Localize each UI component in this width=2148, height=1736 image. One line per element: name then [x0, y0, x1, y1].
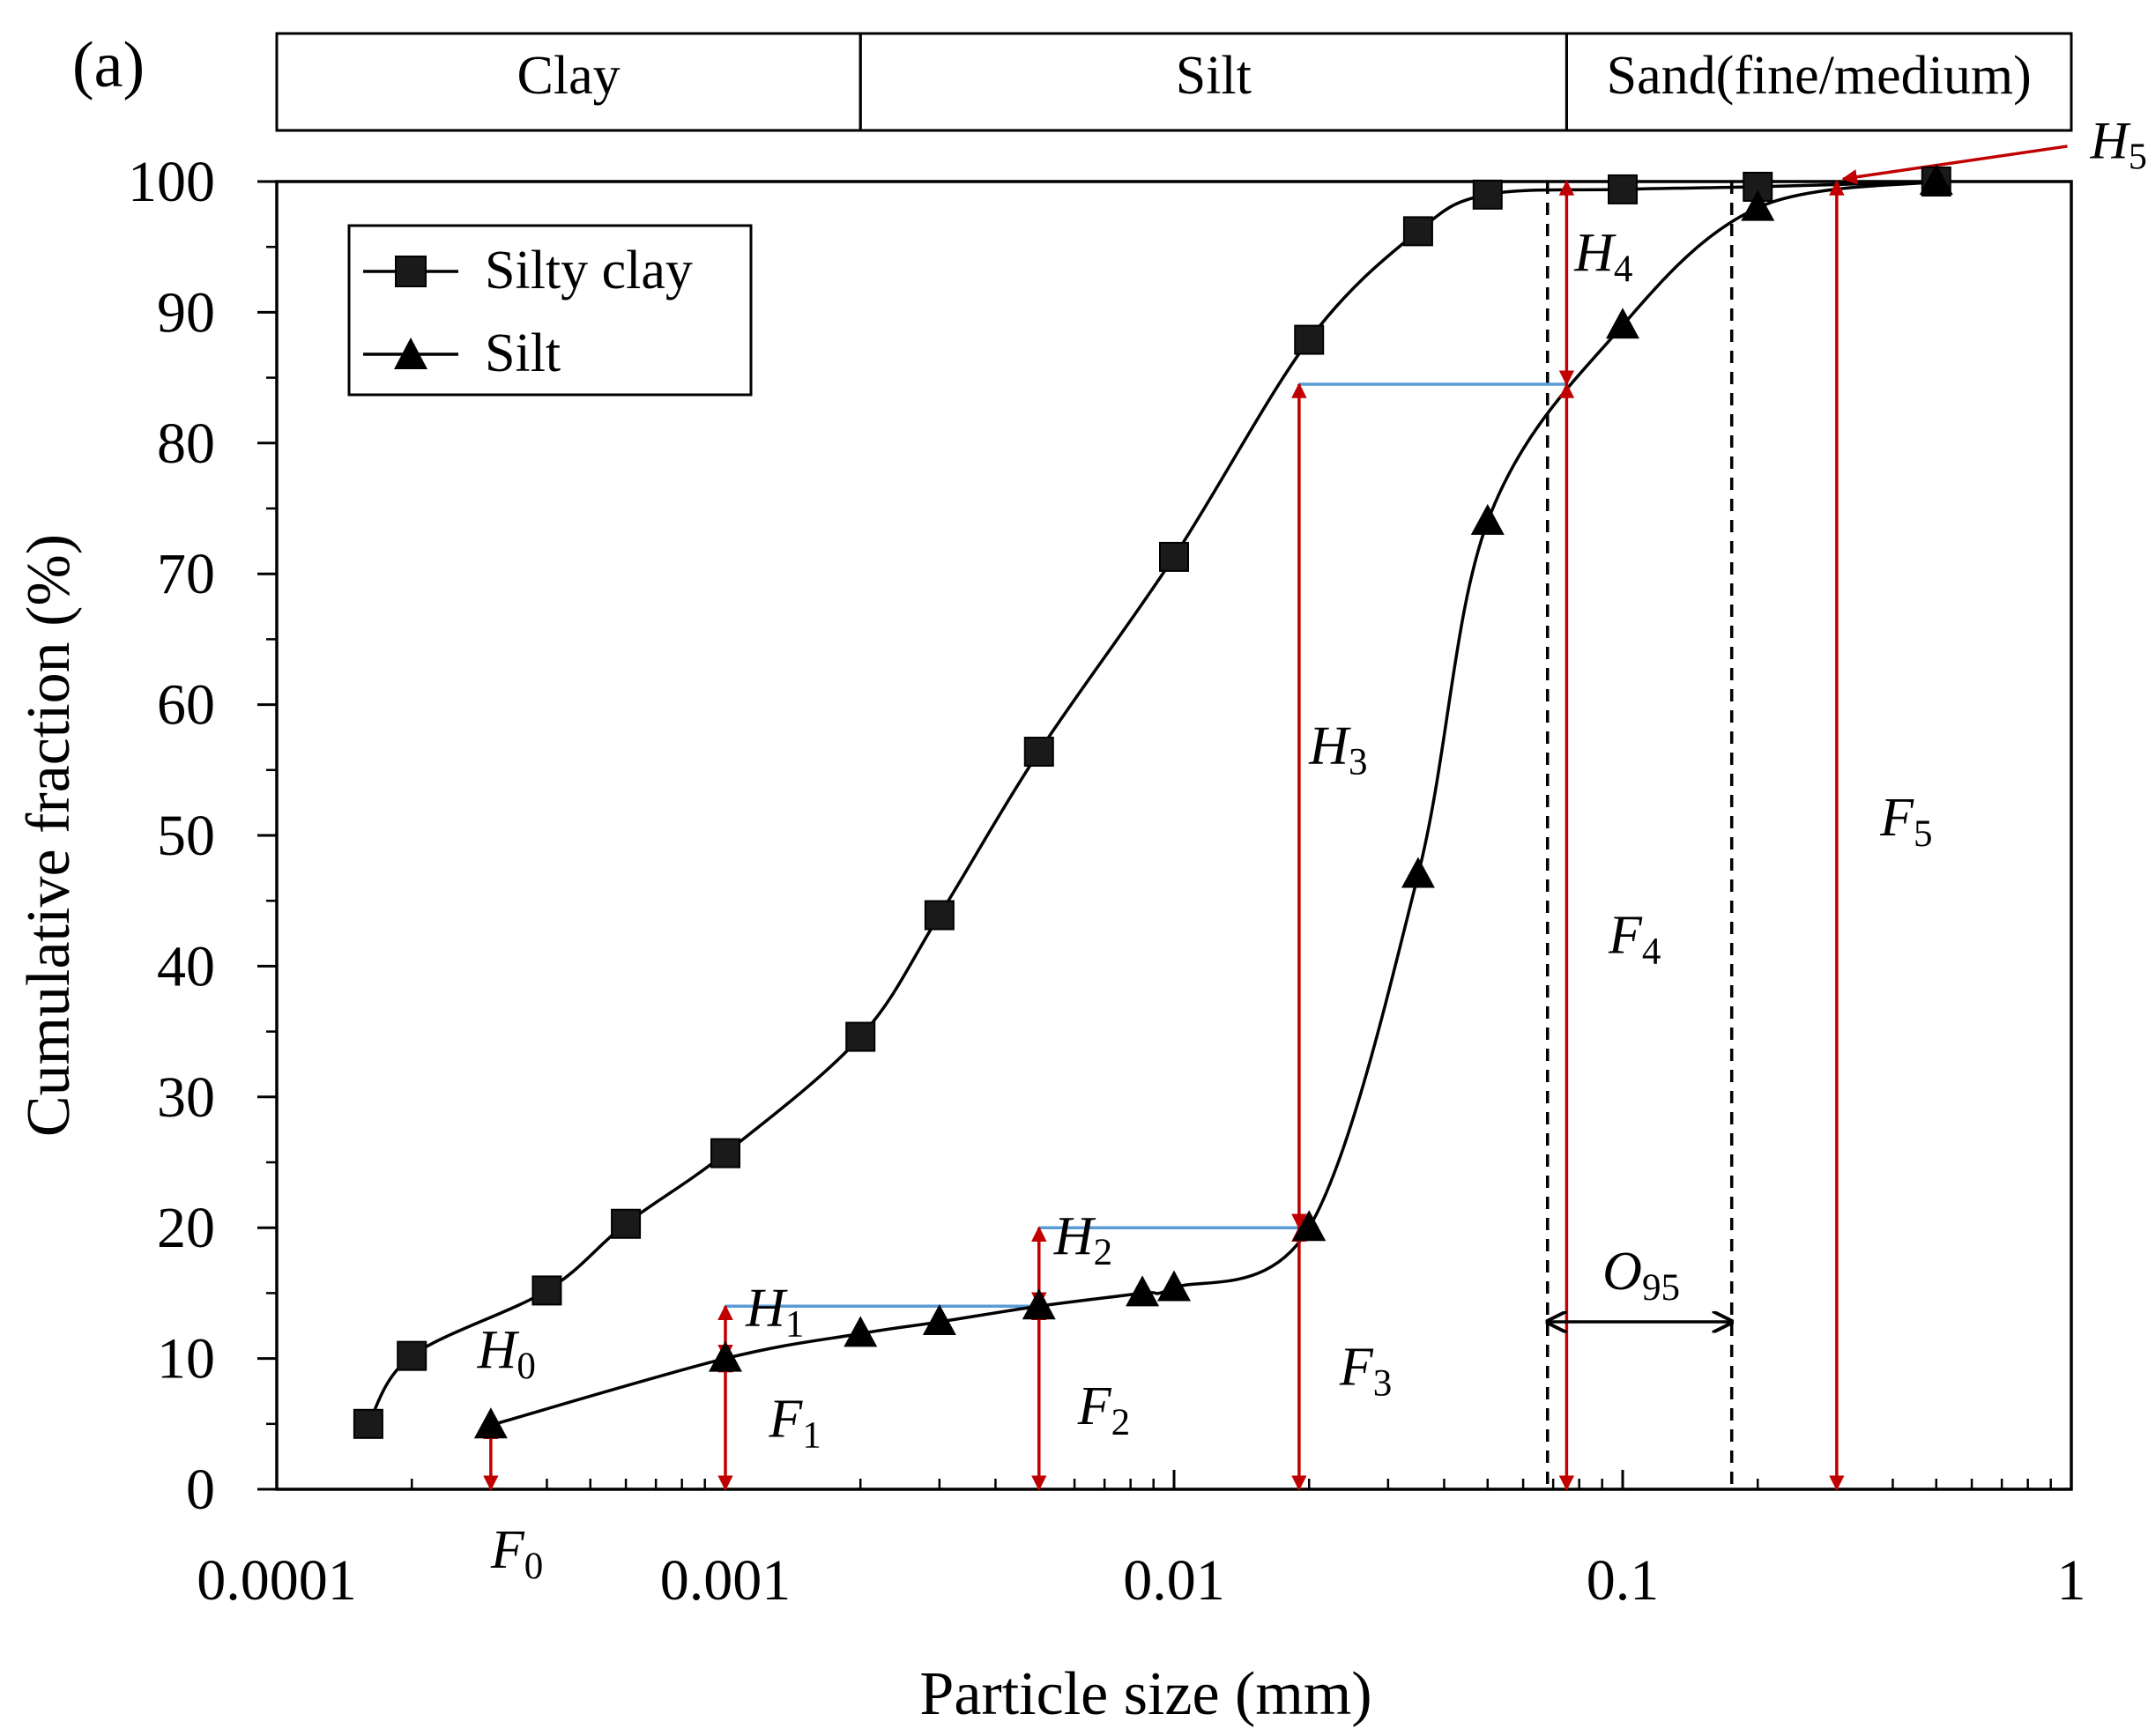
marker-silt: [1022, 1288, 1056, 1320]
soil-class-label: Clay: [517, 46, 621, 106]
marker-silty-clay: [1159, 541, 1189, 572]
blue-guide-lines: [725, 382, 1567, 1308]
annotation-label-f1: F1: [768, 1390, 821, 1457]
y-tick-label: 80: [157, 412, 215, 476]
annotation-label-f2: F2: [1077, 1376, 1130, 1443]
marker-silt: [922, 1304, 956, 1336]
soil-class-label: Silt: [1176, 46, 1252, 106]
x-tick-label: 0.001: [660, 1548, 792, 1613]
marker-silty-clay: [924, 900, 955, 931]
marker-silty-clay: [531, 1275, 562, 1306]
annotation-label-o95: O95: [1602, 1242, 1680, 1309]
legend-label-silt: Silt: [485, 323, 561, 383]
legend-label-silty-clay: Silty clay: [485, 241, 693, 300]
annotation-pointer-h5: [1841, 145, 2068, 185]
marker-silt: [1470, 503, 1505, 535]
annotation-label-f5: F5: [1879, 788, 1932, 855]
marker-silt: [1126, 1275, 1160, 1307]
legend-marker-triangle: [394, 338, 427, 369]
y-tick-label: 40: [157, 934, 215, 998]
annotation-label-f4: F4: [1608, 906, 1661, 973]
y-axis-label: Cumulative fraction (%): [15, 534, 83, 1137]
legend: Silty clay Silt: [347, 224, 753, 397]
y-tick-label: 0: [186, 1458, 215, 1522]
reference-lines: [1545, 182, 1734, 1489]
marker-silty-clay: [845, 1021, 876, 1052]
y-tick-label: 10: [157, 1327, 215, 1391]
annotation-label-h1: H1: [745, 1279, 804, 1346]
marker-silt: [1401, 857, 1435, 888]
annotations: F0 F1 F2 F3 F4 F5 H0 H1 H2 H3 H4 H5 O95: [477, 111, 2147, 1587]
marker-silt: [1606, 308, 1639, 339]
marker-silt: [844, 1316, 878, 1347]
marker-silty-clay: [611, 1208, 642, 1239]
series-line-silty-clay: [367, 180, 1936, 1425]
y-tick-label: 70: [157, 542, 215, 606]
annotation-label-h5: H5: [2090, 111, 2147, 177]
marker-silt: [709, 1340, 742, 1372]
y-tick-label: 90: [157, 280, 215, 345]
soil-class-label: Sand(fine/medium): [1607, 46, 2032, 106]
marker-silty-clay: [1402, 216, 1433, 247]
soil-class-cell: [1565, 32, 2073, 132]
series-markers: [353, 164, 1953, 1439]
marker-silty-clay: [353, 1408, 383, 1439]
y-tick-label: 20: [157, 1196, 215, 1260]
y-tick-label: 50: [157, 804, 215, 868]
annotation-label-f3: F3: [1339, 1337, 1392, 1404]
marker-silty-clay: [1023, 737, 1054, 768]
legend-marker-square: [395, 256, 427, 287]
x-axis-ticks: 0.0001 0.001 0.01 0.1 1: [197, 1470, 2086, 1613]
y-tick-label: 60: [157, 673, 215, 738]
x-axis-label: Particle size (mm): [919, 1660, 1371, 1728]
marker-silt: [1919, 164, 1953, 195]
marker-silty-clay: [397, 1340, 427, 1371]
marker-silty-clay: [1472, 179, 1503, 210]
panel-label: (a): [72, 29, 145, 101]
marker-silt: [1292, 1210, 1327, 1242]
marker-silty-clay: [710, 1138, 740, 1168]
annotation-label-h4: H4: [1573, 223, 1632, 290]
annotation-label-h2: H2: [1053, 1206, 1112, 1273]
marker-silty-clay: [1608, 174, 1638, 204]
x-tick-label: 0.1: [1587, 1548, 1660, 1613]
x-tick-label: 1: [2057, 1548, 2086, 1613]
marker-silt: [1157, 1270, 1191, 1302]
marker-silty-clay: [1294, 324, 1325, 355]
annotation-label-h3: H3: [1308, 716, 1367, 783]
x-tick-label: 0.01: [1123, 1548, 1225, 1613]
marker-silt: [473, 1407, 508, 1439]
annotation-label-f0: F0: [490, 1520, 543, 1587]
marker-silt: [1741, 189, 1775, 221]
soil-class-bar: Clay Silt Sand(fine/medium): [275, 32, 2073, 132]
x-tick-label: 0.0001: [197, 1548, 357, 1613]
y-tick-label: 100: [128, 150, 215, 214]
annotation-label-h0: H0: [477, 1320, 536, 1387]
y-tick-label: 30: [157, 1065, 215, 1130]
y-axis-ticks: 0 10 20 30 40 50 60 70 80 90 100: [128, 150, 277, 1522]
